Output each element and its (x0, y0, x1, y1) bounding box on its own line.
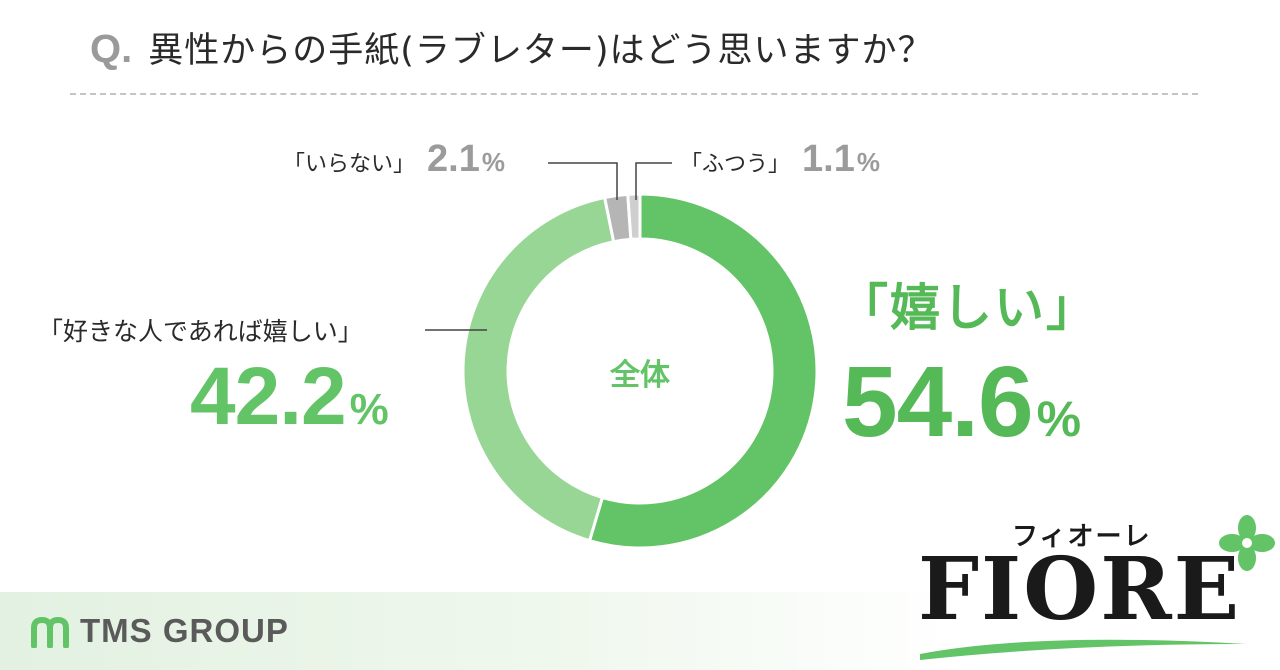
question-text: 異性からの手紙(ラブレター)はどう思いますか？ (148, 31, 934, 71)
label-futsuu: 「ふつう」 1.1 % (680, 138, 880, 181)
question-title: Q. 異性からの手紙(ラブレター)はどう思いますか？ (90, 22, 934, 82)
slice-unit-iranai: % (481, 147, 505, 177)
donut-slices (461, 192, 819, 550)
leader-line-iranai (548, 162, 618, 200)
slice-value-ureshii: 54.6 (842, 346, 1034, 458)
title-divider (70, 93, 1198, 95)
slice-label-iranai: 「いらない」 (283, 152, 416, 177)
slice-label-suki: 「好きな人であれば嬉しい」 (38, 317, 363, 346)
value-suki: 42.2 % (190, 350, 389, 444)
slice-value-suki: 42.2 (190, 351, 347, 442)
fiore-kana-text: フィオーレ (1012, 522, 1152, 552)
slice-unit-futsuu: % (856, 147, 880, 177)
leader-line-futsuu (635, 162, 672, 200)
clover-icon (1219, 515, 1275, 571)
fiore-wordmark: FIORE (918, 539, 1242, 640)
tms-group-brand: TMS GROUP (30, 612, 289, 650)
footer-band (0, 592, 1280, 670)
slice-unit-ureshii: % (1036, 391, 1082, 447)
slice-ureshii (587, 192, 819, 550)
donut-center-label: 全体 (610, 358, 670, 393)
value-ureshii: 54.6 % (842, 345, 1081, 460)
slice-suki (461, 195, 616, 543)
slice-futsuu (626, 192, 642, 241)
tms-group-text: TMS GROUP (80, 612, 289, 649)
slice-label-futsuu: 「ふつう」 (680, 152, 791, 177)
label-iranai: 「いらない」 2.1 % (283, 138, 505, 181)
slice-label-ureshii: 「嬉しい」 (838, 279, 1098, 337)
slice-unit-suki: % (349, 385, 389, 434)
tms-logo-icon (31, 616, 69, 648)
slice-value-futsuu: 1.1 (802, 138, 855, 180)
leader-lines (425, 162, 672, 331)
fiore-swoosh-icon (920, 639, 1246, 660)
slice-value-iranai: 2.1 (427, 138, 480, 180)
question-prefix: Q. (90, 27, 133, 71)
